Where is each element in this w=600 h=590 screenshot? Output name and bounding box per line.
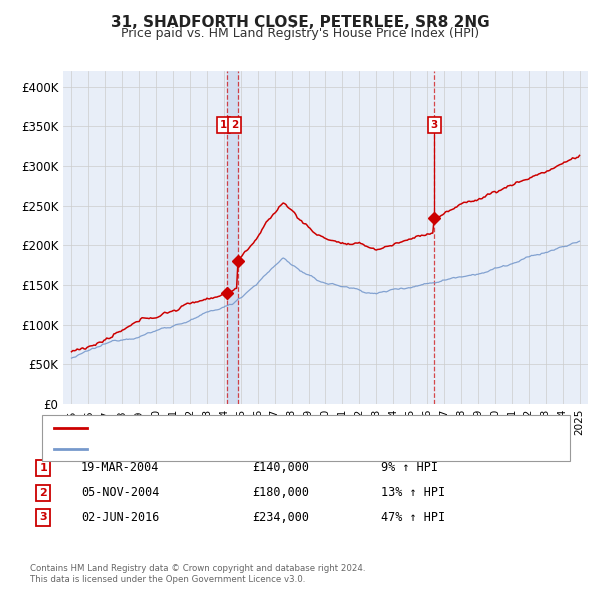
Text: This data is licensed under the Open Government Licence v3.0.: This data is licensed under the Open Gov… (30, 575, 305, 584)
Text: 9% ↑ HPI: 9% ↑ HPI (381, 461, 438, 474)
Text: HPI: Average price, detached house, County Durham: HPI: Average price, detached house, Coun… (93, 444, 368, 454)
Text: 3: 3 (40, 513, 47, 522)
Text: 05-NOV-2004: 05-NOV-2004 (81, 486, 160, 499)
Text: 31, SHADFORTH CLOSE, PETERLEE, SR8 2NG (detached house): 31, SHADFORTH CLOSE, PETERLEE, SR8 2NG (… (93, 423, 420, 433)
Text: Price paid vs. HM Land Registry's House Price Index (HPI): Price paid vs. HM Land Registry's House … (121, 27, 479, 40)
Text: 02-JUN-2016: 02-JUN-2016 (81, 511, 160, 524)
Text: £180,000: £180,000 (252, 486, 309, 499)
Text: 47% ↑ HPI: 47% ↑ HPI (381, 511, 445, 524)
Text: 1: 1 (40, 463, 47, 473)
Text: 31, SHADFORTH CLOSE, PETERLEE, SR8 2NG: 31, SHADFORTH CLOSE, PETERLEE, SR8 2NG (110, 15, 490, 30)
Text: £234,000: £234,000 (252, 511, 309, 524)
Text: Contains HM Land Registry data © Crown copyright and database right 2024.: Contains HM Land Registry data © Crown c… (30, 565, 365, 573)
Bar (227, 71, 238, 404)
Text: 2: 2 (40, 488, 47, 497)
Text: 2: 2 (231, 120, 239, 130)
Text: 19-MAR-2004: 19-MAR-2004 (81, 461, 160, 474)
Text: 3: 3 (431, 120, 438, 130)
Text: £140,000: £140,000 (252, 461, 309, 474)
Text: 1: 1 (220, 120, 227, 130)
Text: 13% ↑ HPI: 13% ↑ HPI (381, 486, 445, 499)
